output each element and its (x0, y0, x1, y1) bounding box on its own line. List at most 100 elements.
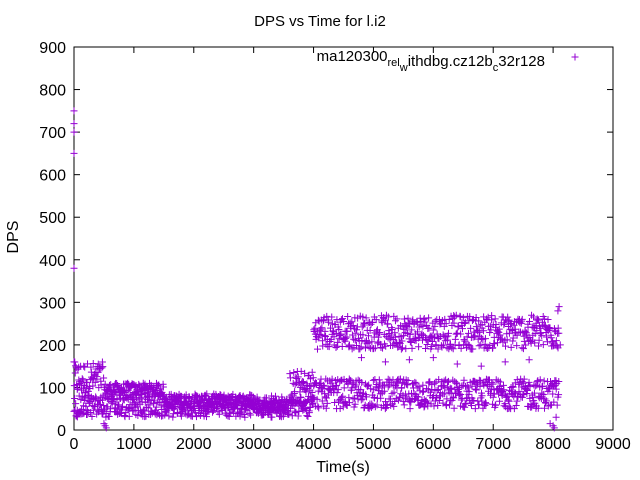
data-point (302, 388, 310, 396)
data-point (452, 311, 460, 319)
data-point (519, 345, 527, 353)
data-point (530, 389, 538, 397)
data-point (171, 403, 179, 411)
data-point (322, 332, 330, 340)
data-point (215, 410, 223, 418)
data-point (387, 401, 395, 409)
data-point (518, 317, 526, 325)
data-point (154, 398, 162, 406)
data-point (382, 342, 390, 350)
data-point (442, 320, 450, 328)
data-point (419, 388, 427, 396)
data-point (455, 391, 463, 399)
data-point (357, 343, 365, 351)
data-point (472, 386, 480, 394)
data-point (83, 378, 91, 386)
data-point (425, 314, 433, 322)
data-point (338, 394, 346, 402)
data-point (530, 313, 538, 321)
data-point (365, 343, 373, 351)
data-point (453, 329, 461, 337)
data-point (555, 303, 563, 311)
data-point (413, 328, 421, 336)
data-point (439, 341, 447, 349)
data-point (156, 385, 164, 393)
data-point (504, 313, 512, 321)
data-point (457, 396, 465, 404)
data-point (520, 375, 528, 383)
data-point (502, 342, 509, 350)
data-point (72, 400, 80, 408)
data-point (414, 393, 422, 401)
data-point (135, 380, 143, 388)
data-point (419, 322, 427, 330)
data-point (420, 403, 428, 411)
data-point (391, 329, 399, 337)
data-point (319, 317, 327, 325)
data-point (442, 402, 450, 410)
data-point (526, 383, 534, 391)
legend-label-sub: w (399, 62, 408, 74)
data-point (553, 401, 561, 409)
data-point (431, 379, 439, 387)
data-point (351, 336, 359, 344)
data-point (451, 335, 459, 343)
data-point (429, 354, 437, 362)
data-point (333, 381, 341, 389)
data-point (466, 313, 474, 321)
data-point (531, 382, 539, 390)
data-point (96, 401, 104, 409)
data-point (318, 397, 326, 405)
data-point (367, 385, 375, 393)
data-point (70, 149, 78, 157)
data-point (303, 397, 311, 405)
data-point (487, 326, 495, 334)
data-point (286, 374, 294, 382)
data-point (220, 400, 228, 408)
data-point (394, 379, 402, 387)
y-tick-label: 500 (39, 210, 66, 227)
data-point (70, 407, 78, 415)
data-point (180, 401, 188, 409)
data-point (443, 395, 451, 403)
data-point (357, 386, 365, 394)
data-point (500, 321, 508, 329)
data-point (398, 337, 406, 345)
data-point (137, 395, 145, 403)
data-point (434, 402, 442, 409)
legend-label: ma120300relwithdbg.cz12bc32r128 (317, 48, 545, 74)
data-point (494, 339, 502, 347)
data-point (413, 392, 421, 400)
x-tick-label: 7000 (475, 436, 511, 453)
data-point (91, 378, 99, 386)
data-point (384, 375, 392, 383)
data-point (125, 412, 133, 420)
data-point (148, 407, 156, 415)
data-point (391, 397, 399, 405)
data-point (513, 331, 521, 339)
data-point (105, 381, 113, 389)
data-point (495, 325, 503, 333)
y-axis-label: DPS (5, 221, 22, 254)
data-point (348, 331, 356, 339)
data-point (429, 326, 437, 334)
data-point (478, 392, 486, 400)
data-point (402, 345, 410, 353)
y-tick-label: 600 (39, 168, 66, 185)
data-point (368, 338, 376, 346)
data-point (150, 399, 158, 407)
data-point (336, 332, 344, 340)
data-point (319, 381, 327, 389)
data-point (482, 399, 490, 407)
data-point (159, 383, 167, 391)
data-point (89, 382, 97, 390)
data-point (358, 379, 366, 387)
data-point (162, 408, 170, 416)
data-point (381, 316, 389, 324)
data-point (491, 340, 499, 348)
data-point (340, 384, 348, 392)
data-point (492, 320, 500, 328)
data-point (313, 395, 321, 403)
data-point (408, 344, 416, 352)
data-point (393, 315, 401, 323)
